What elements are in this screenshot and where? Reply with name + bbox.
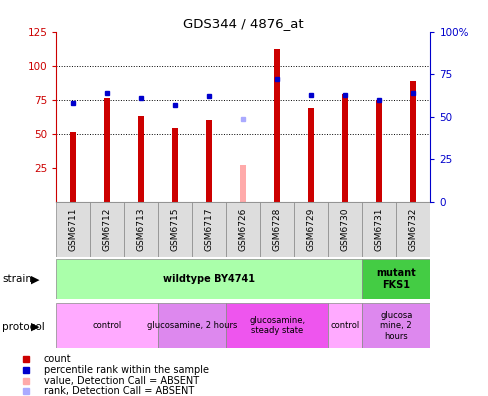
Text: ▶: ▶ [31,274,40,284]
Text: protocol: protocol [2,322,45,332]
Text: glucosa
mine, 2
hours: glucosa mine, 2 hours [379,311,412,341]
Bar [90,202,124,257]
Text: strain: strain [2,274,32,284]
Bar [362,303,429,348]
Bar [307,108,314,202]
Text: glucosamine, 2 hours: glucosamine, 2 hours [147,321,237,330]
Text: control: control [92,321,122,330]
Text: count: count [44,354,71,364]
Bar [172,128,178,202]
Bar [226,202,260,257]
Text: GSM6730: GSM6730 [340,208,349,251]
Bar [362,259,429,299]
Bar [104,99,110,202]
Bar [395,202,429,257]
Bar [124,202,158,257]
Text: GSM6717: GSM6717 [204,208,213,251]
Bar [138,116,144,202]
Bar [56,202,90,257]
Bar [240,165,246,202]
Bar [70,133,76,202]
Text: GSM6731: GSM6731 [374,208,383,251]
Text: rank, Detection Call = ABSENT: rank, Detection Call = ABSENT [44,386,194,396]
Bar [192,202,226,257]
Bar [375,100,382,202]
Text: GSM6729: GSM6729 [306,208,315,251]
Bar [260,202,294,257]
Text: GSM6715: GSM6715 [170,208,180,251]
Text: GSM6732: GSM6732 [408,208,417,251]
Bar [274,50,280,202]
Text: mutant
FKS1: mutant FKS1 [376,268,415,290]
Bar [342,94,347,202]
Bar [158,202,192,257]
Text: wildtype BY4741: wildtype BY4741 [163,274,255,284]
Text: GSM6726: GSM6726 [238,208,247,251]
Bar [158,303,226,348]
Title: GDS344 / 4876_at: GDS344 / 4876_at [183,17,303,30]
Bar [226,303,327,348]
Text: control: control [330,321,359,330]
Text: GSM6713: GSM6713 [137,208,145,251]
Bar [327,303,362,348]
Bar [294,202,327,257]
Text: ▶: ▶ [31,322,40,332]
Text: percentile rank within the sample: percentile rank within the sample [44,365,208,375]
Bar [56,303,158,348]
Text: glucosamine,
steady state: glucosamine, steady state [249,316,305,335]
Bar [327,202,362,257]
Text: GSM6711: GSM6711 [69,208,78,251]
Bar [409,81,415,202]
Text: GSM6728: GSM6728 [272,208,281,251]
Text: GSM6712: GSM6712 [102,208,112,251]
Bar [362,202,395,257]
Text: value, Detection Call = ABSENT: value, Detection Call = ABSENT [44,375,199,386]
Bar [206,120,212,202]
Bar [56,259,362,299]
